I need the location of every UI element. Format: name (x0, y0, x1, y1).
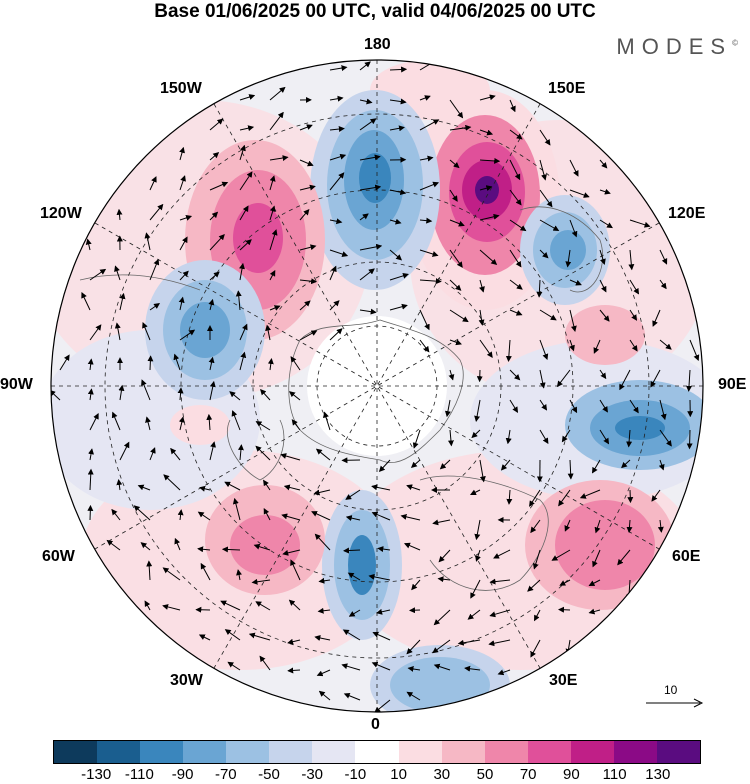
colorbar-swatch (183, 741, 226, 763)
colorbar-swatch (97, 741, 140, 763)
colorbar-tick-label: -90 (172, 766, 194, 783)
anomaly-neg-30e (370, 645, 510, 725)
colorbar-tick-label: 70 (520, 766, 537, 783)
anomaly-neg-0 (322, 490, 402, 640)
lon-label-90e: 90E (718, 376, 746, 394)
colorbar-swatch (355, 741, 398, 763)
wind-arrow (690, 430, 691, 448)
colorbar-tick-label: -50 (258, 766, 280, 783)
anomaly-pos-45w (205, 485, 325, 595)
wind-arrow (150, 356, 151, 370)
colorbar-tick-label: 90 (563, 766, 580, 783)
colorbar-swatch (312, 741, 355, 763)
colorbar (53, 740, 701, 764)
lon-label-150w: 150W (160, 80, 202, 98)
lon-label-90w: 90W (0, 376, 33, 394)
vector-reference-label: 10 (664, 683, 677, 697)
colorbar-tick-label: -110 (125, 766, 154, 783)
map-title: Base 01/06/2025 00 UTC, valid 04/06/2025… (0, 0, 750, 24)
colorbar-swatch (140, 741, 183, 763)
vector-reference-arrow (644, 697, 704, 709)
lon-label-150e: 150E (548, 80, 585, 98)
lon-label-120e: 120E (668, 205, 705, 223)
colorbar-tick-label: 50 (477, 766, 494, 783)
lon-label-60e: 60E (672, 548, 700, 566)
colorbar-tick-label: 10 (390, 766, 407, 783)
colorbar-tick-label: -130 (81, 766, 111, 783)
colorbar-swatch (614, 741, 657, 763)
lon-label-30w: 30W (170, 672, 203, 690)
anomaly-neg-90e (565, 380, 715, 470)
colorbar-swatch (442, 741, 485, 763)
colorbar-tick-label: 130 (645, 766, 670, 783)
colorbar-swatch (269, 741, 312, 763)
colorbar-swatch (54, 741, 97, 763)
colorbar-swatch (657, 741, 700, 763)
wind-arrow (559, 610, 570, 611)
colorbar-swatch (485, 741, 528, 763)
wind-arrow (630, 490, 631, 502)
colorbar-swatch (226, 741, 269, 763)
colorbar-ticks: -130 -110 -90 -70 -50 -30 -10 10 30 50 70 90 110 130 (0, 766, 750, 784)
lon-label-60w: 60W (42, 548, 75, 566)
colorbar-swatch (571, 741, 614, 763)
colorbar-swatch (399, 741, 442, 763)
anomaly-neg-110w (145, 260, 265, 400)
anomaly-neg-120e (520, 195, 610, 305)
lon-label-120w: 120W (40, 205, 82, 223)
wind-arrow (90, 506, 91, 520)
colorbar-tick-label: 30 (433, 766, 450, 783)
colorbar-swatch (528, 741, 571, 763)
lon-label-180: 180 (364, 36, 391, 54)
lon-label-30e: 30E (549, 672, 577, 690)
colorbar-tick-label: 110 (603, 766, 627, 783)
modes-logo: MODES© (616, 34, 738, 60)
colorbar-tick-label: -30 (301, 766, 323, 783)
lon-label-0: 0 (371, 716, 380, 734)
colorbar-tick-label: -70 (215, 766, 237, 783)
colorbar-tick-label: -10 (345, 766, 367, 783)
